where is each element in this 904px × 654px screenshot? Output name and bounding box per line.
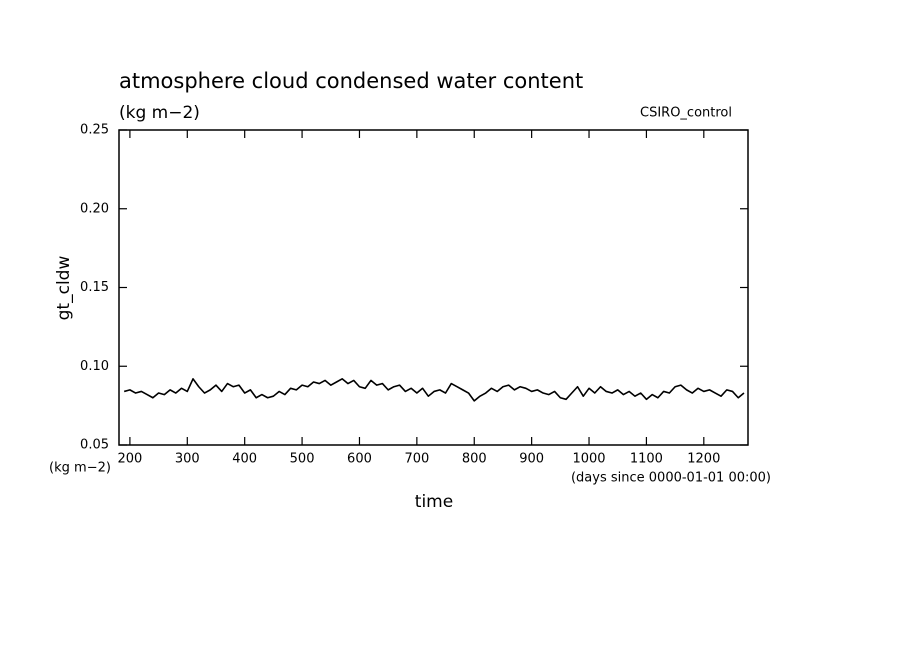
y-axis-label: gt_cldw — [54, 256, 74, 321]
x-tick-label: 1000 — [572, 452, 605, 467]
x-tick-label: 300 — [175, 452, 200, 467]
x-tick-label: 500 — [290, 452, 315, 467]
y-tick-label: 0.05 — [80, 438, 109, 453]
x-tick-label: 1100 — [630, 452, 663, 467]
annotation: CSIRO_control — [640, 106, 732, 121]
x-tick-label: 200 — [117, 452, 142, 467]
y-tick-label: 0.10 — [80, 359, 109, 374]
y-tick-label: 0.25 — [80, 123, 109, 138]
x-tick-label: 700 — [404, 452, 429, 467]
chart-subtitle: (kg m−2) — [119, 103, 200, 123]
x-axis-label: time — [415, 492, 453, 512]
y-tick-label: 0.15 — [80, 280, 109, 295]
x-tick-label: 900 — [519, 452, 544, 467]
x-tick-label: 800 — [462, 452, 487, 467]
x-tick-label: 400 — [232, 452, 257, 467]
data-line — [123, 378, 745, 402]
y-units: (kg m−2) — [49, 461, 111, 476]
x-units: (days since 0000-01-01 00:00) — [571, 471, 771, 486]
y-tick-label: 0.20 — [80, 201, 109, 216]
x-tick-label: 600 — [347, 452, 372, 467]
chart-title: atmosphere cloud condensed water content — [119, 69, 583, 93]
x-tick-label: 1200 — [687, 452, 720, 467]
